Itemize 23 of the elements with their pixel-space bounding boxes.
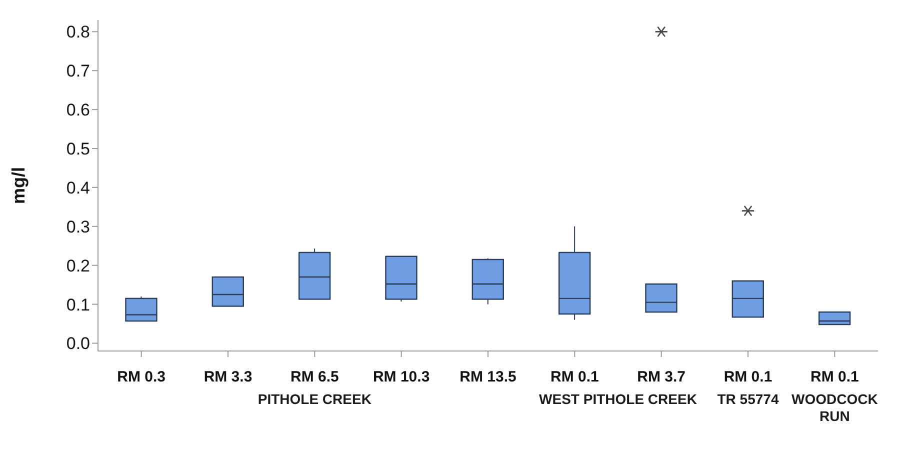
text: TR 55774 bbox=[717, 391, 779, 407]
x-tick-label: RM 3.3 bbox=[204, 368, 252, 386]
x-tick-label: RM 0.1 bbox=[550, 368, 599, 386]
text: PITHOLE CREEK bbox=[256, 391, 372, 408]
y-tick-label: 0.1 bbox=[66, 295, 90, 314]
x-tick-label: RM 10.3 bbox=[372, 368, 430, 386]
x-tick-label: RM 0.1 bbox=[810, 368, 859, 386]
text: WEST PITHOLE CREEK bbox=[538, 391, 698, 408]
x-tick-label: RM 6.5 bbox=[290, 368, 339, 386]
y-axis-title: mg/l bbox=[8, 166, 28, 204]
y-tick-label: 0.3 bbox=[66, 217, 90, 236]
y-tick-label: 0.8 bbox=[66, 22, 90, 42]
y-tick-label: 0.6 bbox=[66, 100, 90, 120]
y-tick-label: 0.4 bbox=[66, 178, 90, 198]
x-tick-label: RM 13.5 bbox=[460, 368, 516, 386]
x-tick-label: RM 0.3 bbox=[117, 368, 166, 386]
y-tick-label: 0.7 bbox=[66, 62, 90, 81]
y-tick-label: 0.2 bbox=[66, 256, 90, 276]
y-tick-label: 0.0 bbox=[66, 334, 90, 354]
text: WOODCOCK RUN bbox=[790, 391, 879, 425]
y-tick-label: 0.5 bbox=[66, 140, 90, 159]
x-tick-label: RM 0.1 bbox=[724, 368, 772, 386]
x-tick-label: RM 3.7 bbox=[637, 368, 686, 386]
